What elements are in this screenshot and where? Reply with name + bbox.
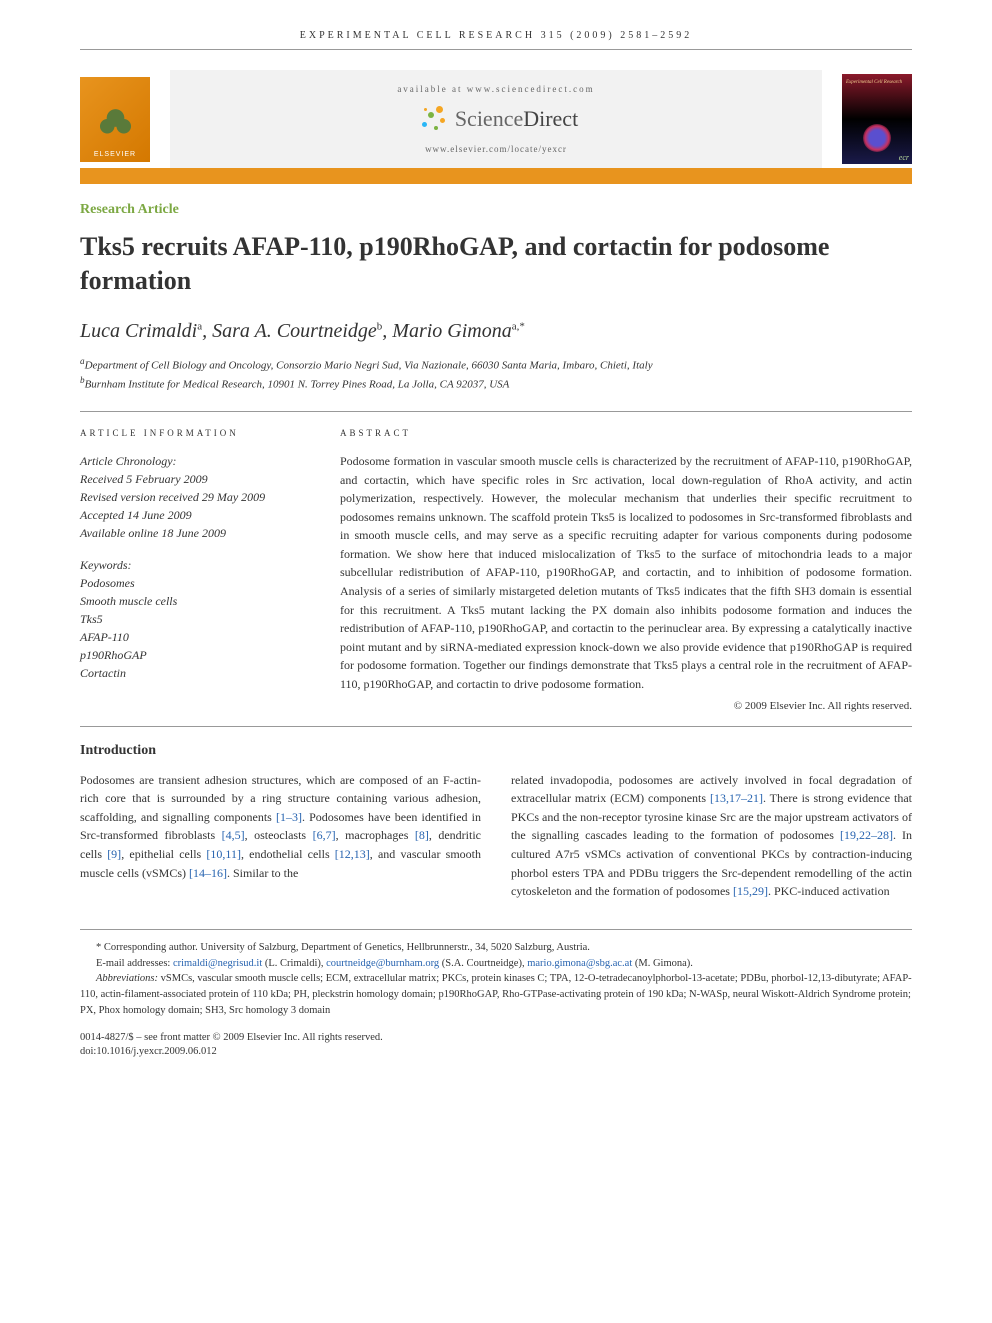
divider: [80, 411, 912, 412]
cover-cell-icon: [863, 124, 891, 152]
keyword: p190RhoGAP: [80, 646, 300, 664]
article-type: Research Article: [80, 202, 912, 218]
available-at: available at www.sciencedirect.com: [190, 84, 802, 94]
elsevier-logo: ELSEVIER: [80, 77, 150, 162]
email-link[interactable]: mario.gimona@sbg.ac.at: [527, 958, 632, 969]
intro-heading: Introduction: [80, 743, 912, 759]
online-date: Available online 18 June 2009: [80, 524, 300, 542]
journal-thumb-tag: ecr: [899, 153, 909, 162]
keywords-label: Keywords:: [80, 556, 300, 574]
author: Sara A. Courtneidgeb: [212, 320, 382, 342]
body-columns: Podosomes are transient adhesion structu…: [80, 771, 912, 901]
journal-cover-thumb: Experimental Cell Research ecr: [842, 74, 912, 164]
article-info-column: ARTICLE INFORMATION Article Chronology: …: [80, 428, 300, 712]
journal-thumb-title: Experimental Cell Research: [846, 80, 902, 86]
received-date: Received 5 February 2009: [80, 470, 300, 488]
keyword: AFAP-110: [80, 628, 300, 646]
divider: [80, 726, 912, 727]
corresponding-author: * Corresponding author. University of Sa…: [80, 940, 912, 956]
journal-url: www.elsevier.com/locate/yexcr: [190, 144, 802, 154]
revised-date: Revised version received 29 May 2009: [80, 488, 300, 506]
article-title: Tks5 recruits AFAP-110, p190RhoGAP, and …: [80, 230, 912, 298]
publisher-bar: ELSEVIER available at www.sciencedirect.…: [80, 70, 912, 168]
keyword: Cortactin: [80, 664, 300, 682]
chronology-label: Article Chronology:: [80, 452, 300, 470]
abstract-text: Podosome formation in vascular smooth mu…: [340, 452, 912, 694]
keyword: Smooth muscle cells: [80, 592, 300, 610]
footnotes: * Corresponding author. University of Sa…: [80, 929, 912, 1019]
sciencedirect-logo: ScienceDirect: [190, 104, 802, 134]
abstract-column: ABSTRACT Podosome formation in vascular …: [340, 428, 912, 712]
accepted-date: Accepted 14 June 2009: [80, 506, 300, 524]
author: Luca Crimaldia: [80, 320, 202, 342]
sd-dots-icon: [414, 104, 449, 134]
sciencedirect-block: available at www.sciencedirect.com Scien…: [170, 70, 822, 168]
email-link[interactable]: courtneidge@burnham.org: [326, 958, 439, 969]
email-addresses: E-mail addresses: crimaldi@negrisud.it (…: [80, 956, 912, 972]
doi: doi:10.1016/j.yexcr.2009.06.012: [80, 1045, 912, 1060]
accent-bar: [80, 168, 912, 184]
elsevier-label: ELSEVIER: [94, 151, 136, 158]
author: Mario Gimonaa,*: [392, 320, 525, 342]
keyword: Tks5: [80, 610, 300, 628]
email-link[interactable]: crimaldi@negrisud.it: [173, 958, 262, 969]
info-label: ARTICLE INFORMATION: [80, 428, 300, 438]
running-head: EXPERIMENTAL CELL RESEARCH 315 (2009) 25…: [80, 0, 912, 50]
affiliations: aDepartment of Cell Biology and Oncology…: [80, 355, 912, 393]
front-matter: 0014-4827/$ – see front matter © 2009 El…: [80, 1031, 912, 1046]
affiliation: bBurnham Institute for Medical Research,…: [80, 374, 912, 393]
abstract-copyright: © 2009 Elsevier Inc. All rights reserved…: [340, 700, 912, 712]
keyword: Podosomes: [80, 574, 300, 592]
elsevier-tree-icon: [88, 96, 143, 151]
body-col-left: Podosomes are transient adhesion structu…: [80, 771, 481, 901]
doi-block: 0014-4827/$ – see front matter © 2009 El…: [80, 1031, 912, 1060]
abbreviations: Abbreviations: vSMCs, vascular smooth mu…: [80, 971, 912, 1018]
sd-wordmark: ScienceDirect: [455, 106, 578, 132]
body-col-right: related invadopodia, podosomes are activ…: [511, 771, 912, 901]
affiliation: aDepartment of Cell Biology and Oncology…: [80, 355, 912, 374]
authors: Luca Crimaldia, Sara A. Courtneidgeb, Ma…: [80, 320, 912, 343]
abstract-label: ABSTRACT: [340, 428, 912, 438]
